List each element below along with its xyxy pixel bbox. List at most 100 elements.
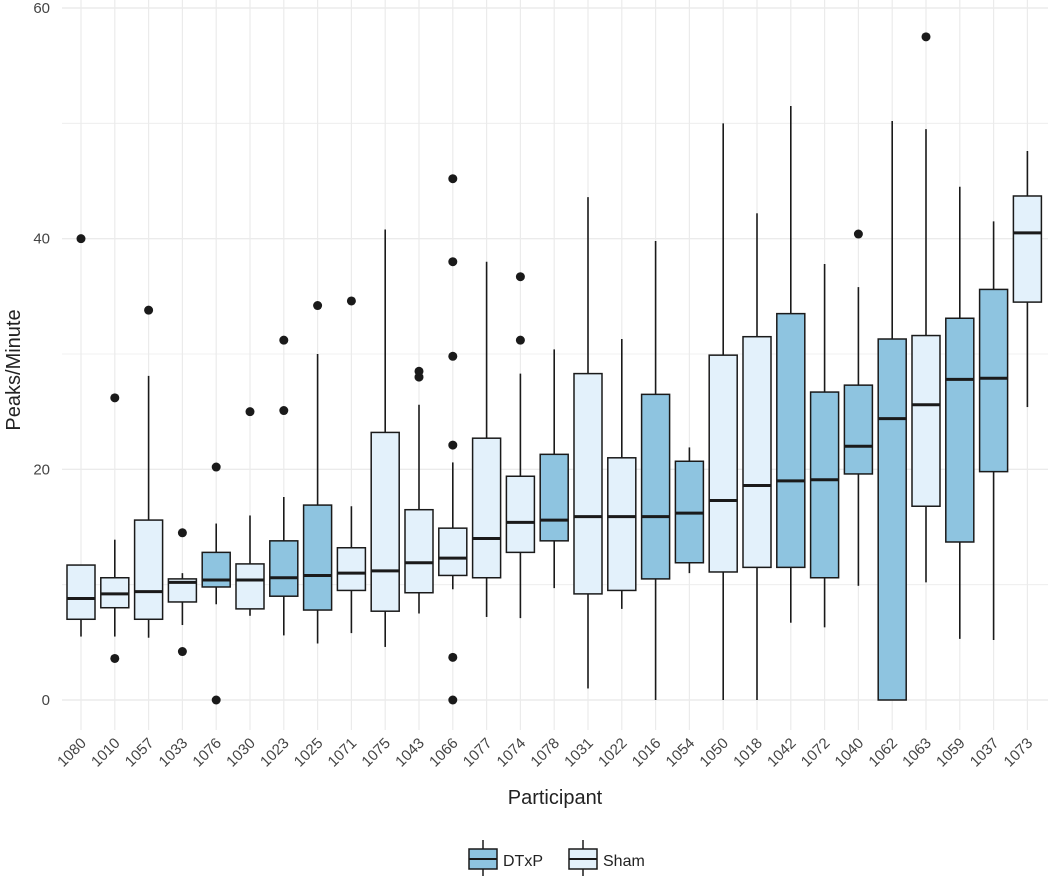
legend-label-sham: Sham <box>603 853 645 870</box>
box-1071 <box>336 296 367 634</box>
box-iqr-1037 <box>978 288 1009 473</box>
x-axis-title: Participant <box>508 787 603 809</box>
box-iqr-1066 <box>438 527 468 577</box>
x-tick-label-1016: 1016 <box>629 735 665 771</box>
box-iqr-1072 <box>809 391 840 579</box>
box-1074 <box>505 272 536 619</box>
box-1072 <box>809 264 840 628</box>
outlier-1057-0 <box>144 305 154 315</box>
x-tick-label-1031: 1031 <box>561 735 597 771</box>
box-1054 <box>674 447 705 574</box>
x-tick-label-1010: 1010 <box>88 735 124 771</box>
x-tick-label-1074: 1074 <box>494 735 530 771</box>
box-iqr-1033 <box>167 578 198 603</box>
outlier-1043-1 <box>414 366 424 376</box>
box-1073 <box>1012 151 1043 408</box>
outlier-1066-3 <box>448 351 458 361</box>
box-1037 <box>978 221 1009 641</box>
box-1076 <box>201 462 231 705</box>
y-tick-label-60: 60 <box>33 0 50 17</box>
x-tick-label-1072: 1072 <box>798 735 834 771</box>
outlier-1025-0 <box>313 301 323 311</box>
box-1025 <box>302 301 333 644</box>
x-tick-label-1059: 1059 <box>933 735 969 771</box>
outlier-1010-1 <box>110 393 120 403</box>
box-iqr-1074 <box>505 475 536 554</box>
box-iqr-1042 <box>776 312 806 569</box>
x-tick-label-1037: 1037 <box>967 735 1003 771</box>
box-1040 <box>843 229 874 586</box>
box-iqr-1063 <box>911 334 941 507</box>
outlier-1071-0 <box>346 296 356 306</box>
box-iqr-1043 <box>404 508 434 594</box>
box-iqr-1057 <box>133 519 164 621</box>
y-tick-label-20: 20 <box>33 461 50 478</box>
x-tick-label-1054: 1054 <box>663 735 699 771</box>
y-axis-title: Peaks/Minute <box>3 309 25 430</box>
x-tick-label-1080: 1080 <box>54 735 90 771</box>
x-tick-label-1033: 1033 <box>156 735 192 771</box>
box-iqr-1025 <box>302 504 333 611</box>
x-tick-label-1050: 1050 <box>696 735 732 771</box>
legend-item-dtxp: DTxP <box>468 840 543 876</box>
box-1033 <box>167 528 198 657</box>
x-tick-label-1043: 1043 <box>392 735 428 771</box>
outlier-1030-0 <box>245 407 255 417</box>
x-tick-label-1073: 1073 <box>1001 735 1037 771</box>
box-iqr-1075 <box>370 431 400 612</box>
boxes <box>66 32 1043 705</box>
outlier-1074-1 <box>515 272 525 282</box>
x-tick-label-1022: 1022 <box>595 735 631 771</box>
x-tick-label-1018: 1018 <box>730 735 766 771</box>
outlier-1033-0 <box>177 647 187 657</box>
x-axis: 1080101010571033107610301023102510711075… <box>54 735 1036 771</box>
y-axis: 0 20 40 60 <box>33 0 50 709</box>
outlier-1023-0 <box>279 406 289 416</box>
box-1042 <box>776 106 806 623</box>
outlier-1066-0 <box>448 695 458 705</box>
outlier-1066-5 <box>448 174 458 184</box>
outlier-1040-0 <box>853 229 863 239</box>
x-tick-label-1063: 1063 <box>899 735 935 771</box>
box-iqr-1078 <box>539 453 569 542</box>
legend-label-dtxp: DTxP <box>503 853 543 870</box>
box-1075 <box>370 229 400 647</box>
box-1030 <box>235 407 265 616</box>
x-tick-label-1025: 1025 <box>291 735 327 771</box>
box-iqr-1076 <box>201 551 231 588</box>
box-iqr-1018 <box>742 335 772 569</box>
box-iqr-1062 <box>877 338 907 701</box>
x-tick-label-1030: 1030 <box>223 735 259 771</box>
outlier-1023-1 <box>279 335 289 345</box>
box-1057 <box>133 305 164 638</box>
outlier-1010-0 <box>110 653 120 663</box>
x-tick-label-1075: 1075 <box>358 735 394 771</box>
box-iqr-1030 <box>235 563 265 610</box>
legend: DTxP Sham <box>468 840 645 876</box>
box-1031 <box>573 197 603 689</box>
outlier-1080-0 <box>76 234 86 244</box>
outlier-1033-1 <box>177 528 187 538</box>
box-1018 <box>742 213 772 700</box>
outlier-1066-2 <box>448 440 458 450</box>
legend-item-sham: Sham <box>568 840 645 876</box>
box-iqr-1031 <box>573 372 603 595</box>
box-1043 <box>404 366 434 614</box>
outlier-1066-4 <box>448 257 458 267</box>
box-iqr-1040 <box>843 384 874 475</box>
box-1077 <box>471 261 502 617</box>
box-1023 <box>269 335 299 636</box>
x-tick-label-1057: 1057 <box>122 735 158 771</box>
x-tick-label-1040: 1040 <box>832 735 868 771</box>
box-1010 <box>100 393 130 663</box>
box-iqr-1080 <box>66 564 96 621</box>
x-tick-label-1071: 1071 <box>325 735 361 771</box>
x-tick-label-1042: 1042 <box>764 735 800 771</box>
box-1080 <box>66 234 96 637</box>
box-1078 <box>539 349 569 589</box>
box-1062 <box>877 121 907 701</box>
box-iqr-1073 <box>1012 195 1043 303</box>
x-tick-label-1023: 1023 <box>257 735 293 771</box>
x-tick-label-1077: 1077 <box>460 735 496 771</box>
